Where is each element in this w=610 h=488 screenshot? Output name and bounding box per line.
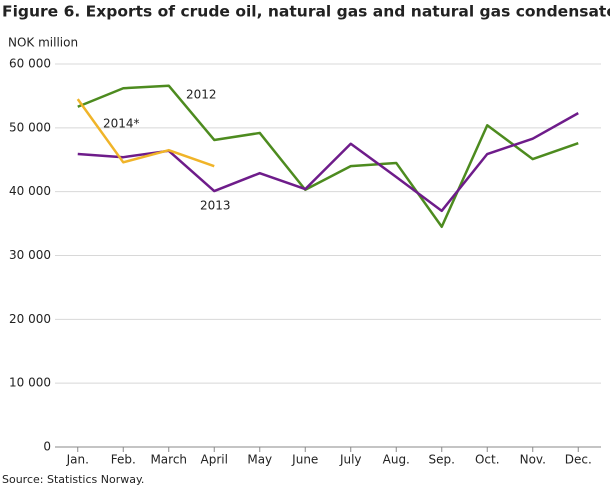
x-tick-label: Sep. [429,453,455,467]
x-tick-label: April [201,453,228,467]
y-tick-label: 0 [43,440,51,454]
x-tick-label: Feb. [111,453,136,467]
x-tick-label: Aug. [383,453,410,467]
x-tick-label: May [247,453,272,467]
y-tick-label: 10 000 [9,376,51,390]
x-tick-label: Oct. [475,453,500,467]
y-axis-label: NOK million [8,36,78,50]
series-line [76,98,215,168]
x-tick-label: Dec. [565,453,592,467]
series-line [77,84,579,229]
series-label: 2013 [200,199,231,213]
x-tick-label: March [150,453,187,467]
y-tick-label: 40 000 [9,184,51,198]
series-label: 2014* [103,117,140,131]
y-tick-label: 20 000 [9,312,51,326]
y-tick-label: 50 000 [9,120,51,134]
chart-title: Figure 6. Exports of crude oil, natural … [2,3,610,21]
x-tick-label: July [339,453,362,467]
x-tick-label: Nov. [520,453,546,467]
source: Source: Statistics Norway. [2,473,144,486]
x-tick-label: June [291,453,318,467]
x-tick-label: Jan. [66,453,89,467]
y-tick-label: 60 000 [9,57,51,71]
y-tick-label: 30 000 [9,248,51,262]
series-label: 2012 [186,88,217,102]
